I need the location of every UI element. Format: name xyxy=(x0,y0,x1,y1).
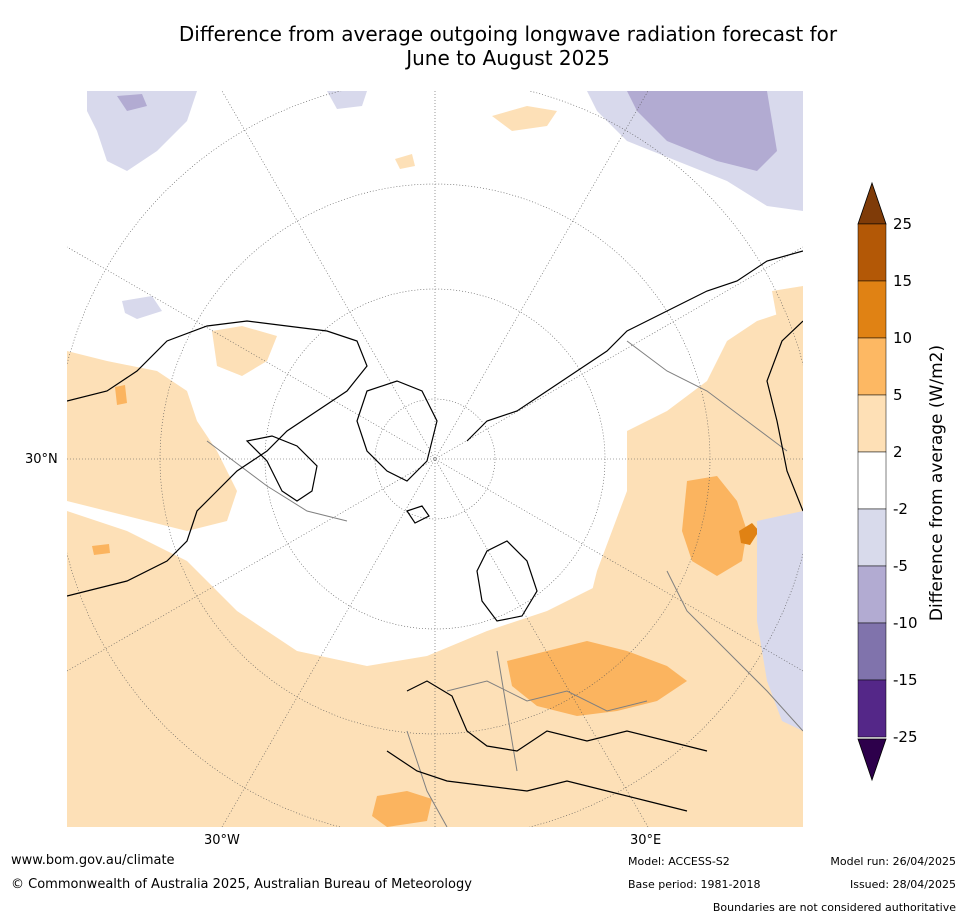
colorbar-tick-label: -5 xyxy=(893,557,908,575)
coast-africa xyxy=(386,750,688,812)
colorbar-tick-label: -10 xyxy=(893,614,918,632)
colorbar-title: Difference from average (W/m2) xyxy=(927,344,947,622)
colorbar-tick-label: 5 xyxy=(893,386,903,404)
coast-eurasia-north xyxy=(466,250,803,442)
lon-30e-label: 30°E xyxy=(630,833,662,848)
anomaly-north-africa xyxy=(372,791,432,827)
coast-iceland xyxy=(406,505,430,524)
colorbar-segment xyxy=(857,508,887,567)
colorbar-tick-label: 10 xyxy=(893,329,913,347)
polar-map xyxy=(67,91,803,827)
coastlines xyxy=(67,250,803,812)
map-svg xyxy=(67,91,803,827)
footer-url[interactable]: www.bom.gov.au/climate xyxy=(11,853,175,868)
anomaly-neg-pacific-core xyxy=(627,91,777,171)
anomaly-pacific-east xyxy=(67,351,237,531)
colorbar-segment xyxy=(857,679,887,738)
graticule xyxy=(67,91,803,827)
colorbar-top-arrow xyxy=(857,181,887,225)
colorbar-tick-label: -2 xyxy=(893,500,908,518)
lat-30n-label: 30°N xyxy=(25,452,58,467)
border-asia-2 xyxy=(666,570,803,732)
border-asia-1 xyxy=(626,340,788,452)
meridian-60e xyxy=(67,246,803,672)
colorbar-segment xyxy=(857,280,887,339)
footer-base-period: Base period: 1981-2018 xyxy=(628,878,761,891)
meridian-30w xyxy=(221,91,649,827)
colorbar-tick-label: -25 xyxy=(893,728,918,746)
meridian-30e xyxy=(221,91,649,827)
colorbar-tick-label: -15 xyxy=(893,671,918,689)
anomaly-pacific-dot xyxy=(115,385,127,405)
border-north-america xyxy=(206,440,348,522)
lat-circle-75n xyxy=(374,398,496,520)
meridian-60w xyxy=(67,246,803,672)
anomaly-siberia xyxy=(682,476,747,576)
anomaly-pos-light xyxy=(67,106,803,827)
anomaly-east-asia-patch xyxy=(772,286,803,346)
anomaly-atlantic-africa xyxy=(67,471,803,827)
anomaly-neg-mid xyxy=(117,91,777,171)
anomaly-neg-pacific-spot xyxy=(117,94,147,111)
colorbar-segment xyxy=(857,223,887,282)
footer-model-run: Model run: 26/04/2025 xyxy=(830,855,956,868)
colorbar-bottom-arrow xyxy=(857,738,887,782)
colorbar-segment xyxy=(857,451,887,510)
anomaly-europe xyxy=(507,641,687,716)
map-title: Difference from average outgoing longwav… xyxy=(100,22,916,70)
title-line-2: June to August 2025 xyxy=(406,46,610,70)
anomaly-neg-pacific-band xyxy=(327,91,367,109)
border-africa xyxy=(406,730,448,827)
colorbar-segment xyxy=(857,337,887,396)
coast-greenland xyxy=(356,380,438,482)
anomaly-north-atlantic-patch xyxy=(492,106,557,131)
colorbar-tick-label: 25 xyxy=(893,215,913,233)
anomaly-small-patch xyxy=(395,154,415,169)
anomaly-pos-mid xyxy=(92,385,747,827)
colorbar-segment xyxy=(857,394,887,453)
anomaly-north-america xyxy=(212,326,277,376)
anomaly-pos-strong xyxy=(739,523,759,545)
lon-30w-label: 30°W xyxy=(204,833,240,848)
anomaly-asia xyxy=(587,301,803,651)
anomaly-neg-east-asia xyxy=(757,511,803,731)
title-line-1: Difference from average outgoing longwav… xyxy=(178,22,838,46)
coast-asia-east xyxy=(766,320,803,512)
footer-model: Model: ACCESS-S2 xyxy=(628,855,730,868)
anomaly-neg-pacific-west xyxy=(87,91,197,171)
coast-north-america xyxy=(67,320,368,597)
colorbar-segment xyxy=(857,622,887,681)
colorbar-segments xyxy=(857,223,887,738)
border-europe-1 xyxy=(446,680,648,712)
coast-hudson xyxy=(245,435,318,502)
colorbar-tick-label: 15 xyxy=(893,272,913,290)
footer-disclaimer: Boundaries are not considered authoritat… xyxy=(712,901,956,914)
colorbar xyxy=(857,181,887,782)
coast-europe-south xyxy=(406,680,708,752)
footer-issued: Issued: 28/04/2025 xyxy=(849,878,956,891)
coast-scandinavia xyxy=(476,540,538,622)
anomaly-neg-pacific-mid xyxy=(122,296,162,319)
footer-copyright: © Commonwealth of Australia 2025, Austra… xyxy=(11,877,472,892)
colorbar-tick-label: 2 xyxy=(893,443,903,461)
colorbar-segment xyxy=(857,565,887,624)
anomaly-atlantic-dot xyxy=(92,544,110,555)
